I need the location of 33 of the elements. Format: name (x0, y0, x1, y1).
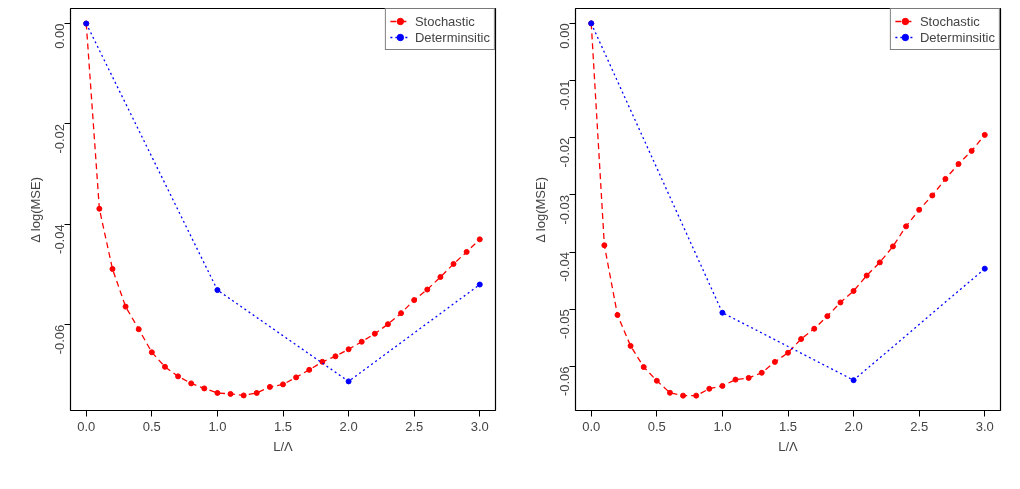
legend-label: Stochastic (919, 13, 980, 29)
x-tick-label: 1.0 (713, 418, 732, 434)
x-tick-label: 0.0 (582, 418, 601, 434)
x-tick-label: 2.0 (844, 418, 863, 434)
legend-label: Stochastic (414, 13, 475, 29)
y-tick-label: 0.00 (52, 23, 67, 49)
legend-label: Determinsitic (414, 29, 490, 45)
x-tick-label: 1.0 (208, 418, 227, 434)
x-tick-label: 3.0 (975, 418, 994, 434)
x-tick-label: 0.0 (77, 418, 96, 434)
y-tick-label: -0.01 (557, 80, 572, 111)
x-axis-title: L/Λ (273, 438, 294, 454)
legend-label: Determinsitic (919, 29, 995, 45)
y-tick-label: -0.02 (52, 123, 67, 154)
y-tick-label: -0.02 (557, 137, 572, 168)
x-tick-label: 0.5 (647, 418, 666, 434)
y-tick-label: -0.04 (52, 224, 67, 254)
x-tick-label: 1.5 (778, 418, 798, 434)
y-tick-label: 0.00 (557, 23, 572, 49)
x-axis-title: L/Λ (778, 438, 799, 454)
y-tick-label: -0.05 (557, 309, 572, 339)
x-tick-label: 2.0 (339, 418, 358, 434)
x-tick-label: 0.5 (142, 418, 161, 434)
y-tick-label: -0.03 (557, 194, 572, 225)
y-axis-title: Δ log(MSE) (27, 176, 43, 243)
x-tick-label: 2.5 (405, 418, 424, 434)
x-tick-label: 1.5 (273, 418, 293, 434)
y-tick-label: -0.04 (557, 252, 572, 282)
y-axis-title: Δ log(MSE) (532, 176, 548, 243)
y-tick-label: -0.06 (557, 366, 572, 397)
x-tick-label: 3.0 (470, 418, 489, 434)
x-tick-label: 2.5 (910, 418, 929, 434)
y-tick-label: -0.06 (52, 324, 67, 355)
